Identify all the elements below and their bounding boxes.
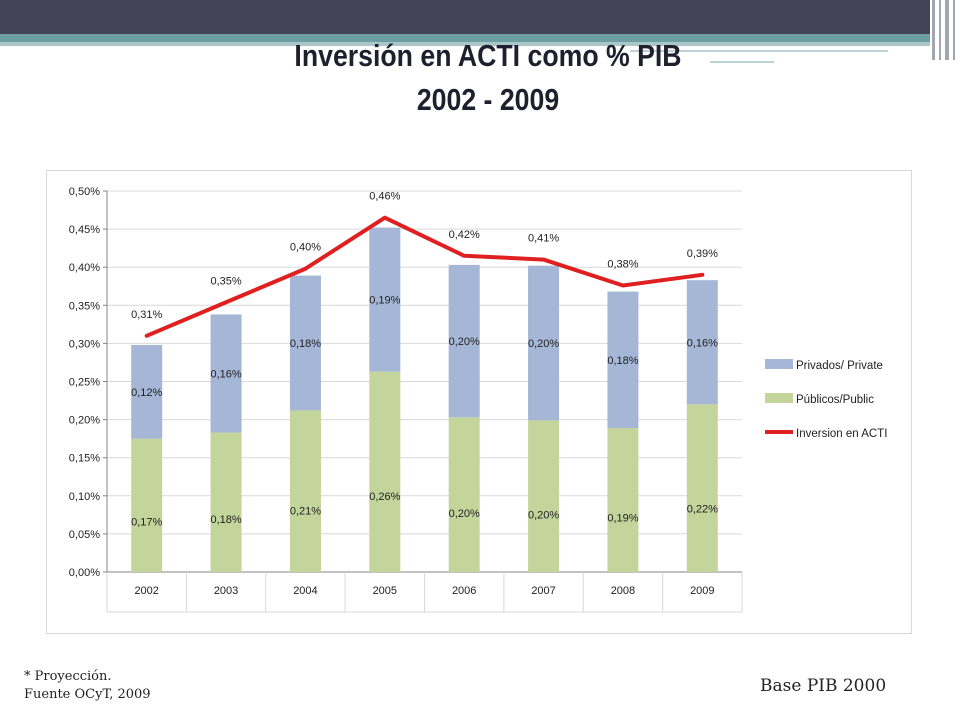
data-label-private: 0,16% [210, 368, 241, 380]
x-tick-label: 2002 [134, 585, 158, 597]
legend-swatch-private [765, 359, 793, 369]
legend-label-total: Inversion en ACTI [796, 428, 887, 440]
y-tick-label: 0,35% [69, 300, 100, 312]
header-stripe [0, 34, 930, 42]
line-series-total [144, 215, 705, 338]
bar-private [210, 314, 242, 433]
bar-public [607, 427, 639, 572]
bar-private [686, 280, 718, 405]
data-label-public: 0,20% [449, 508, 480, 520]
bar-private [528, 265, 560, 421]
slide-title: Inversión en ACTI como % PIB [294, 38, 682, 73]
data-label-public: 0,22% [687, 503, 718, 515]
y-tick-label: 0,05% [69, 529, 100, 541]
y-tick-label: 0,20% [69, 415, 100, 427]
base-note: Base PIB 2000 [760, 676, 887, 696]
data-label-private: 0,12% [131, 387, 162, 399]
decorative-line [710, 61, 774, 63]
bar-private [607, 291, 639, 428]
data-label-total: 0,40% [290, 242, 321, 254]
decorative-vertical-bars [930, 0, 960, 60]
x-tick-label: 2004 [293, 585, 317, 597]
x-tick-label: 2006 [452, 585, 476, 597]
y-tick-label: 0,10% [69, 491, 100, 503]
bar-private [289, 275, 321, 411]
bar-public [289, 410, 321, 572]
bar-public [131, 438, 163, 572]
bar-private [448, 264, 480, 418]
footnote-source: Fuente OCyT, 2009 [24, 687, 151, 702]
y-tick-label: 0,45% [69, 224, 100, 236]
data-label-total: 0,46% [369, 191, 400, 203]
data-label-total: 0,38% [607, 258, 638, 270]
decorative-line [630, 50, 888, 52]
bar-public [369, 371, 401, 572]
bar-public [686, 404, 718, 572]
data-label-total: 0,35% [210, 275, 241, 287]
legend-label-private: Privados/ Private [796, 360, 883, 372]
data-label-private: 0,20% [449, 336, 480, 348]
data-label-private: 0,18% [607, 355, 638, 367]
y-tick-label: 0,15% [69, 453, 100, 465]
x-tick-label: 2003 [214, 585, 238, 597]
bar-public [210, 432, 242, 572]
slide-subtitle: 2002 - 2009 [416, 82, 560, 117]
legend-swatch-public [765, 393, 793, 403]
data-label-public: 0,26% [369, 491, 400, 503]
y-tick-label: 0,40% [69, 262, 100, 274]
bar-private [131, 344, 163, 439]
y-tick-label: 0,50% [69, 186, 100, 198]
data-label-private: 0,20% [528, 338, 559, 350]
data-label-total: 0,42% [449, 229, 480, 241]
bar-public [448, 417, 480, 572]
header-bar [0, 0, 930, 34]
chart: 0,00% 0,05% 0,10% 0,15% 0,20% 0,25% 0,30% 0,35%… [69, 186, 887, 613]
data-label-public: 0,20% [528, 509, 559, 521]
chart-frame: 0,00% 0,05% 0,10% 0,15% 0,20% 0,25% 0,30% 0,35%… [46, 170, 912, 634]
x-tick-label: 2007 [531, 585, 555, 597]
y-tick-label: 0,25% [69, 377, 100, 389]
bar-public [528, 420, 560, 572]
footnote: * Proyección. Fuente OCyT, 2009 [24, 668, 151, 704]
data-label-public: 0,21% [290, 506, 321, 518]
x-tick-label: 2009 [690, 585, 714, 597]
data-label-total: 0,31% [131, 309, 162, 321]
data-label-private: 0,18% [290, 338, 321, 350]
data-label-private: 0,19% [369, 295, 400, 307]
y-tick-label: 0,30% [69, 338, 100, 350]
y-tick-label: 0,00% [69, 567, 100, 579]
data-label-public: 0,17% [131, 516, 162, 528]
legend-label-public: Públicos/Public [796, 394, 874, 406]
data-label-public: 0,18% [210, 514, 241, 526]
data-label-private: 0,16% [687, 337, 718, 349]
footnote-projection: * Proyección. [24, 669, 112, 684]
x-tick-label: 2005 [373, 585, 397, 597]
data-label-total: 0,41% [528, 233, 559, 245]
data-label-total: 0,39% [687, 248, 718, 260]
header-light-stripe [0, 42, 930, 46]
bar-private [369, 227, 401, 372]
x-tick-label: 2008 [611, 585, 635, 597]
data-label-public: 0,19% [607, 512, 638, 524]
